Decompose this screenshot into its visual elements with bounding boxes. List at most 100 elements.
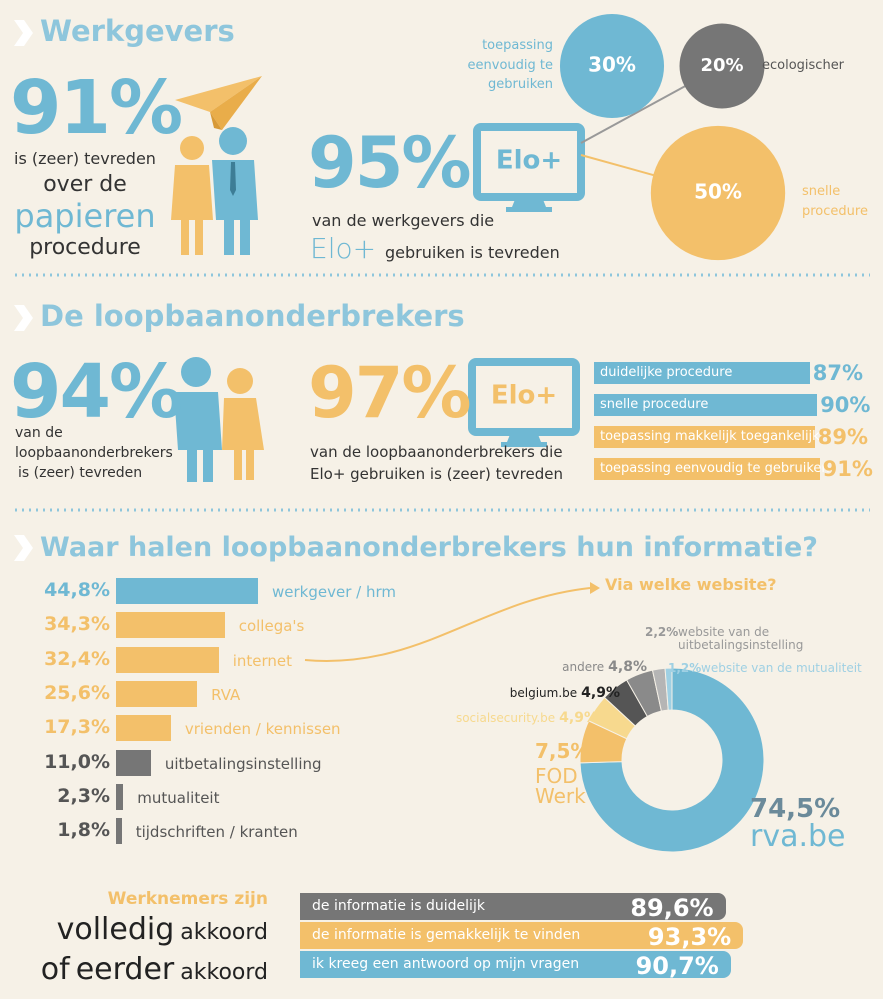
brand: Elo+ [310, 232, 377, 265]
bubble-label: 20% [700, 55, 743, 76]
big-stat: 97% [308, 352, 472, 434]
stat-text: gebruiken is tevreden [385, 243, 560, 262]
bar [594, 362, 810, 384]
slice-name: website van de mutualiteit [701, 661, 862, 675]
section-title: De loopbaanonderbrekers [40, 299, 465, 333]
stat-text: is (zeer) tevreden [18, 465, 143, 481]
slice-name: rva.be [750, 819, 846, 854]
slice-label: 4,9% [559, 710, 598, 726]
bar-label: 90,7% [635, 952, 719, 980]
bar-name: toepassing eenvoudig te gebruiken [600, 461, 830, 476]
slice-name: FOD Werk [535, 764, 586, 808]
big-stat: 95% [308, 122, 472, 204]
stat-text: van de werkgevers die [312, 211, 495, 230]
bar-label: 93,3% [647, 923, 732, 951]
sub-title: Via welke website? [605, 575, 777, 594]
slice-row: socialsecurity.be 4,9% [456, 708, 598, 726]
bar-label: 89% [817, 425, 868, 449]
bar-name: RVA [211, 685, 241, 704]
bar-name: duidelijke procedure [600, 365, 733, 380]
stat-text: Elo+ gebruiken is (zeer) tevreden [310, 465, 563, 483]
bar [116, 646, 219, 673]
stat-text: van de [15, 425, 63, 441]
stat-text: van de loopbaanonderbrekers die [310, 443, 563, 461]
bubble [679, 23, 765, 109]
bar-label: 11,0% [44, 750, 110, 773]
section-title: Werkgevers [40, 14, 235, 48]
bar [116, 680, 198, 707]
bar-name: werkgever / hrm [272, 583, 396, 601]
agree-word: akkoord [180, 960, 268, 985]
bar-name: snelle procedure [600, 397, 709, 412]
bar [300, 951, 731, 978]
bubble-caption: ecologischer [762, 58, 845, 73]
agree-text: volledig akkoord of eerder akkoord [41, 912, 268, 992]
slice-label: 4,8% [608, 659, 647, 675]
bar [116, 749, 151, 776]
stat-text: loopbaanonderbrekers [15, 445, 173, 461]
people-icon [174, 357, 264, 482]
bar-name: mutualiteit [137, 788, 220, 807]
slice-name: website van de uitbetalingsinstelling [678, 625, 804, 653]
bar-label: 89,6% [630, 894, 714, 922]
agree-word: eerder [75, 952, 175, 987]
arrow [304, 587, 591, 662]
agree-word: akkoord [180, 920, 268, 945]
bubble-caption: snelle procedure [802, 184, 868, 219]
bar-name: collega's [238, 617, 305, 636]
bar [594, 394, 818, 416]
slice-name: andere [562, 660, 605, 674]
bar [116, 578, 259, 604]
bar [116, 818, 122, 845]
chevron [14, 20, 33, 46]
bar-label: 87% [812, 361, 864, 385]
monitor-label: Elo+ [491, 381, 557, 411]
stat-text: papieren [14, 197, 156, 235]
agree-line: volledig akkoord [41, 912, 268, 952]
slice-label: 7,5% [535, 739, 591, 763]
paper-plane-icon [175, 76, 262, 130]
bar-label: 90% [820, 393, 871, 417]
bar [116, 612, 225, 639]
arrow-head [590, 582, 600, 594]
monitor-icon [468, 358, 580, 447]
bubble-caption: toepassing eenvoudig te gebruiken [467, 38, 553, 92]
bar-name: internet [232, 651, 293, 670]
agree-word: volledig [56, 912, 175, 947]
bar-label: 1,8% [57, 819, 110, 842]
bar [594, 458, 820, 480]
bar-name: de informatie is duidelijk [312, 898, 485, 914]
chevron [14, 305, 33, 331]
bar-label: 25,6% [44, 681, 110, 704]
slice-label: 1,2% [668, 661, 702, 675]
chevron [14, 535, 33, 561]
bar-name: toepassing makkelijk toegankelijk [600, 429, 820, 444]
slice-name: socialsecurity.be [455, 711, 556, 725]
bar [116, 715, 171, 742]
donut-slice [579, 667, 765, 853]
sub-title: Werknemers zijn [107, 889, 268, 909]
slice-row: andere 4,8% [562, 657, 647, 675]
bar-label: 17,3% [44, 716, 110, 739]
bar-name: tijdschriften / kranten [135, 823, 298, 842]
bar-label: 2,3% [57, 784, 110, 807]
monitor-icon [473, 123, 585, 212]
bubble-label: 30% [588, 53, 636, 77]
bar-name: uitbetalingsinstelling [164, 754, 322, 773]
bar [594, 426, 815, 448]
bar-name: vrienden / kennissen [184, 720, 341, 739]
section-title: Waar halen loopbaanonderbrekers hun info… [40, 532, 818, 563]
stat-text: is (zeer) tevreden [14, 149, 156, 168]
bubble [559, 13, 665, 119]
stat-text: procedure [29, 235, 141, 260]
bubble-label: 50% [694, 180, 742, 204]
agree-line: of eerder akkoord [41, 952, 268, 992]
monitor-label: Elo+ [496, 146, 562, 176]
slice-label: 2,2% [645, 625, 679, 639]
slice-row: belgium.be 4,9% [510, 683, 620, 701]
people-icon [171, 127, 258, 255]
bar [300, 922, 744, 949]
stat-text: over de [43, 172, 127, 197]
slice-label: 4,9% [581, 685, 620, 701]
